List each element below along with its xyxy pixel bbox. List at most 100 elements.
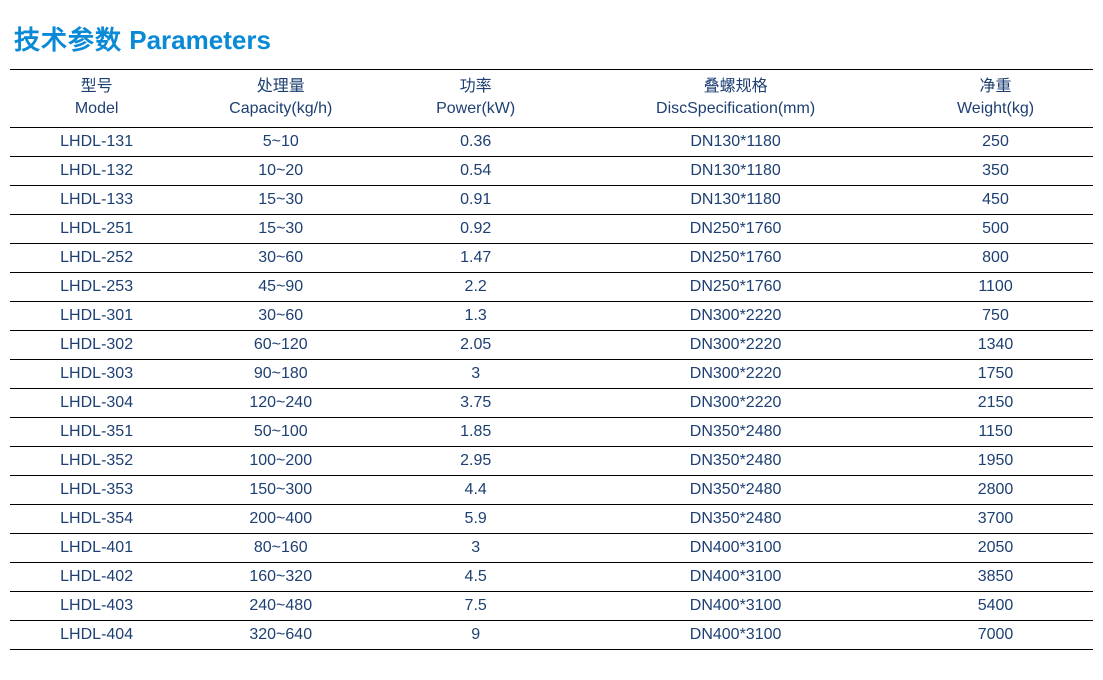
column-header: 型号Model xyxy=(10,70,183,128)
table-cell: DN350*2480 xyxy=(573,476,898,505)
table-cell: DN300*2220 xyxy=(573,302,898,331)
table-cell: LHDL-131 xyxy=(10,128,183,157)
table-cell: 1.3 xyxy=(378,302,573,331)
table-cell: 240~480 xyxy=(183,592,378,621)
table-cell: LHDL-354 xyxy=(10,505,183,534)
table-cell: DN250*1760 xyxy=(573,215,898,244)
table-row: LHDL-25115~300.92DN250*1760500 xyxy=(10,215,1093,244)
table-cell: 2.95 xyxy=(378,447,573,476)
table-cell: 3700 xyxy=(898,505,1093,534)
table-cell: 30~60 xyxy=(183,302,378,331)
table-cell: LHDL-132 xyxy=(10,157,183,186)
page-title-cn: 技术参数 xyxy=(14,25,122,55)
table-cell: LHDL-401 xyxy=(10,534,183,563)
table-row: LHDL-30260~1202.05DN300*22201340 xyxy=(10,331,1093,360)
table-row: LHDL-354200~4005.9DN350*24803700 xyxy=(10,505,1093,534)
table-cell: 7000 xyxy=(898,621,1093,650)
table-row: LHDL-404320~6409DN400*31007000 xyxy=(10,621,1093,650)
table-cell: LHDL-252 xyxy=(10,244,183,273)
table-cell: 2800 xyxy=(898,476,1093,505)
table-cell: 160~320 xyxy=(183,563,378,592)
table-cell: LHDL-301 xyxy=(10,302,183,331)
table-cell: 1950 xyxy=(898,447,1093,476)
table-row: LHDL-402160~3204.5DN400*31003850 xyxy=(10,563,1093,592)
table-row: LHDL-35150~1001.85DN350*24801150 xyxy=(10,418,1093,447)
table-row: LHDL-13315~300.91DN130*1180450 xyxy=(10,186,1093,215)
table-cell: 120~240 xyxy=(183,389,378,418)
column-header: 功率Power(kW) xyxy=(378,70,573,128)
table-cell: 90~180 xyxy=(183,360,378,389)
table-cell: 5400 xyxy=(898,592,1093,621)
column-header-cn: 处理量 xyxy=(187,76,374,98)
table-cell: LHDL-303 xyxy=(10,360,183,389)
column-header-cn: 型号 xyxy=(14,76,179,98)
column-header: 叠螺规格DiscSpecification(mm) xyxy=(573,70,898,128)
table-cell: 1340 xyxy=(898,331,1093,360)
table-cell: 3850 xyxy=(898,563,1093,592)
table-cell: 0.54 xyxy=(378,157,573,186)
table-body: LHDL-1315~100.36DN130*1180250LHDL-13210~… xyxy=(10,128,1093,650)
table-cell: 500 xyxy=(898,215,1093,244)
column-header-en: DiscSpecification(mm) xyxy=(577,98,894,120)
table-cell: 750 xyxy=(898,302,1093,331)
table-cell: LHDL-353 xyxy=(10,476,183,505)
table-header-row: 型号Model处理量Capacity(kg/h)功率Power(kW)叠螺规格D… xyxy=(10,70,1093,128)
table-cell: DN250*1760 xyxy=(573,244,898,273)
column-header-cn: 叠螺规格 xyxy=(577,76,894,98)
table-cell: 3 xyxy=(378,360,573,389)
table-head: 型号Model处理量Capacity(kg/h)功率Power(kW)叠螺规格D… xyxy=(10,70,1093,128)
table-cell: DN300*2220 xyxy=(573,389,898,418)
table-cell: 45~90 xyxy=(183,273,378,302)
column-header-en: Model xyxy=(14,98,179,120)
table-cell: DN350*2480 xyxy=(573,447,898,476)
column-header-en: Capacity(kg/h) xyxy=(187,98,374,120)
table-cell: 3.75 xyxy=(378,389,573,418)
table-cell: DN130*1180 xyxy=(573,128,898,157)
table-cell: LHDL-133 xyxy=(10,186,183,215)
table-cell: LHDL-403 xyxy=(10,592,183,621)
table-cell: 150~300 xyxy=(183,476,378,505)
table-cell: DN350*2480 xyxy=(573,418,898,447)
table-cell: 4.4 xyxy=(378,476,573,505)
table-cell: 2.05 xyxy=(378,331,573,360)
table-cell: 80~160 xyxy=(183,534,378,563)
table-cell: DN400*3100 xyxy=(573,592,898,621)
table-cell: 0.92 xyxy=(378,215,573,244)
table-cell: LHDL-251 xyxy=(10,215,183,244)
table-cell: 50~100 xyxy=(183,418,378,447)
table-cell: 15~30 xyxy=(183,215,378,244)
table-cell: 100~200 xyxy=(183,447,378,476)
table-row: LHDL-30130~601.3DN300*2220750 xyxy=(10,302,1093,331)
table-cell: DN130*1180 xyxy=(573,186,898,215)
table-row: LHDL-352100~2002.95DN350*24801950 xyxy=(10,447,1093,476)
table-cell: DN400*3100 xyxy=(573,563,898,592)
page-title: 技术参数 Parameters xyxy=(10,20,1093,57)
column-header: 净重Weight(kg) xyxy=(898,70,1093,128)
table-cell: 2.2 xyxy=(378,273,573,302)
table-cell: 30~60 xyxy=(183,244,378,273)
table-cell: 3 xyxy=(378,534,573,563)
table-cell: 1750 xyxy=(898,360,1093,389)
table-cell: LHDL-352 xyxy=(10,447,183,476)
column-header-cn: 净重 xyxy=(902,76,1089,98)
column-header: 处理量Capacity(kg/h) xyxy=(183,70,378,128)
table-cell: 10~20 xyxy=(183,157,378,186)
table-cell: 2150 xyxy=(898,389,1093,418)
table-cell: 200~400 xyxy=(183,505,378,534)
table-cell: 5~10 xyxy=(183,128,378,157)
table-row: LHDL-25230~601.47DN250*1760800 xyxy=(10,244,1093,273)
table-cell: 1.85 xyxy=(378,418,573,447)
table-cell: 0.36 xyxy=(378,128,573,157)
table-row: LHDL-13210~200.54DN130*1180350 xyxy=(10,157,1093,186)
table-cell: DN350*2480 xyxy=(573,505,898,534)
table-row: LHDL-1315~100.36DN130*1180250 xyxy=(10,128,1093,157)
table-cell: 800 xyxy=(898,244,1093,273)
table-cell: 1.47 xyxy=(378,244,573,273)
table-cell: LHDL-404 xyxy=(10,621,183,650)
table-cell: 4.5 xyxy=(378,563,573,592)
table-cell: LHDL-253 xyxy=(10,273,183,302)
table-cell: 1150 xyxy=(898,418,1093,447)
table-row: LHDL-304120~2403.75DN300*22202150 xyxy=(10,389,1093,418)
table-cell: 60~120 xyxy=(183,331,378,360)
table-cell: DN130*1180 xyxy=(573,157,898,186)
